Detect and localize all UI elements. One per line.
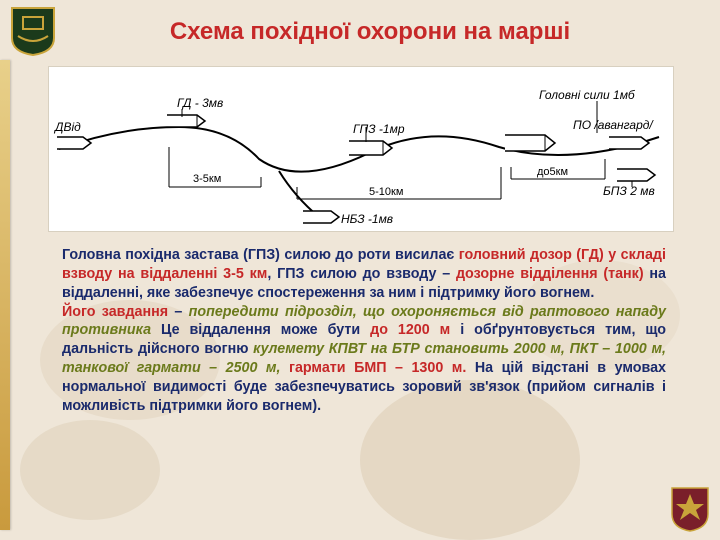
unit-gpz: ГПЗ -1мр bbox=[349, 122, 405, 155]
slide-root: Схема похідної охорони на марші 3-5км 5-… bbox=[0, 0, 720, 540]
dist-5-10-label: 5-10км bbox=[369, 186, 403, 198]
unit-dvid: ДВід bbox=[53, 120, 91, 149]
slide-title: Схема похідної охорони на марші bbox=[0, 18, 720, 46]
t-p2d: Це віддалення може бути bbox=[151, 322, 370, 338]
svg-text:ГД - 3мв: ГД - 3мв bbox=[177, 96, 223, 110]
unit-nbz: НБЗ -1мв bbox=[303, 211, 393, 226]
bg-patch bbox=[20, 420, 160, 520]
dist-3-5-label: 3-5км bbox=[193, 173, 221, 185]
t-p2h bbox=[280, 360, 289, 376]
t-p2i: гармати БМП – 1300 м. bbox=[289, 360, 466, 376]
t-p2a: Його завдання bbox=[62, 304, 168, 320]
march-security-diagram: 3-5км 5-10км до5км ДВід ГД - 3мв bbox=[48, 66, 674, 232]
unit-gd: ГД - 3мв bbox=[167, 96, 223, 127]
unit-po: ПО /авангард/ bbox=[573, 118, 654, 149]
svg-text:БПЗ 2 мв: БПЗ 2 мв bbox=[603, 184, 655, 198]
body-text: Головна похідна застава (ГПЗ) силою до р… bbox=[62, 246, 666, 416]
t-p1a: Головна похідна застава (ГПЗ) силою до р… bbox=[62, 247, 459, 263]
svg-text:ПО /авангард/: ПО /авангард/ bbox=[573, 118, 654, 132]
svg-text:НБЗ -1мв: НБЗ -1мв bbox=[341, 212, 393, 226]
t-p1c: , ГПЗ силою до взводу – bbox=[267, 266, 456, 282]
t-p2b: – bbox=[168, 304, 189, 320]
svg-text:Головні сили 1мб: Головні сили 1мб bbox=[539, 88, 636, 102]
t-p1d: дозорне відділення (танк) bbox=[456, 266, 644, 282]
army-emblem-icon bbox=[670, 486, 710, 532]
t-p2e: до 1200 м bbox=[370, 322, 450, 338]
svg-text:ГПЗ -1мр: ГПЗ -1мр bbox=[353, 122, 405, 136]
unit-bpz: БПЗ 2 мв bbox=[603, 169, 655, 198]
dist-do5-label: до5км bbox=[537, 166, 568, 178]
left-stripe bbox=[0, 60, 10, 530]
svg-text:ДВід: ДВід bbox=[53, 120, 81, 134]
